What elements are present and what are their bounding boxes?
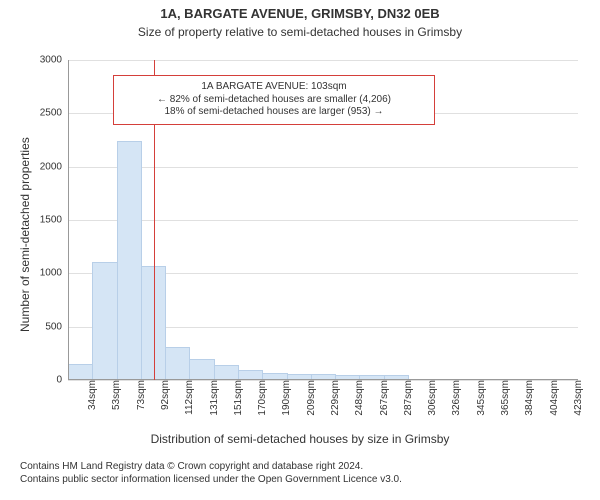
x-tick-label: 306sqm	[423, 380, 438, 416]
grid-line	[68, 220, 578, 221]
y-tick-label: 2000	[40, 161, 68, 172]
x-tick-label: 404sqm	[545, 380, 560, 416]
x-tick-label: 73sqm	[132, 380, 147, 410]
x-tick-label: 248sqm	[350, 380, 365, 416]
chart-subtitle: Size of property relative to semi-detach…	[0, 25, 600, 39]
x-tick-label: 267sqm	[375, 380, 390, 416]
footer-line: Contains HM Land Registry data © Crown c…	[20, 460, 402, 473]
y-tick-label: 3000	[40, 55, 68, 66]
y-axis-line	[68, 60, 69, 380]
grid-line	[68, 167, 578, 168]
x-tick-label: 229sqm	[326, 380, 341, 416]
y-tick-label: 1000	[40, 268, 68, 279]
callout-line: 1A BARGATE AVENUE: 103sqm	[119, 81, 429, 94]
y-tick-label: 500	[45, 321, 68, 332]
y-tick-label: 1500	[40, 215, 68, 226]
x-tick-label: 287sqm	[399, 380, 414, 416]
histogram-bar	[189, 359, 214, 380]
x-tick-label: 345sqm	[472, 380, 487, 416]
callout-box: 1A BARGATE AVENUE: 103sqm← 82% of semi-d…	[113, 75, 435, 125]
y-tick-label: 2500	[40, 108, 68, 119]
histogram-bar	[165, 347, 190, 380]
callout-line: 18% of semi-detached houses are larger (…	[119, 106, 429, 119]
chart-container: { "title": "1A, BARGATE AVENUE, GRIMSBY,…	[0, 0, 600, 500]
x-tick-label: 170sqm	[253, 380, 268, 416]
x-tick-label: 190sqm	[277, 380, 292, 416]
x-tick-label: 151sqm	[229, 380, 244, 416]
x-tick-label: 92sqm	[156, 380, 171, 410]
x-tick-label: 209sqm	[302, 380, 317, 416]
plot-area: 05001000150020002500300034sqm53sqm73sqm9…	[68, 60, 578, 380]
x-tick-label: 53sqm	[107, 380, 122, 410]
x-tick-label: 112sqm	[180, 380, 195, 415]
footer-text: Contains HM Land Registry data © Crown c…	[20, 460, 402, 486]
x-tick-label: 423sqm	[569, 380, 584, 416]
grid-line	[68, 60, 578, 61]
x-tick-label: 326sqm	[447, 380, 462, 416]
callout-line: ← 82% of semi-detached houses are smalle…	[119, 94, 429, 107]
x-tick-label: 34sqm	[83, 380, 98, 410]
histogram-bar	[68, 364, 93, 380]
chart-title: 1A, BARGATE AVENUE, GRIMSBY, DN32 0EB	[0, 6, 600, 21]
histogram-bar	[117, 141, 142, 380]
x-axis-label: Distribution of semi-detached houses by …	[0, 432, 600, 446]
x-tick-label: 365sqm	[496, 380, 511, 416]
footer-line: Contains public sector information licen…	[20, 473, 402, 486]
x-tick-label: 131sqm	[205, 380, 220, 416]
x-tick-label: 384sqm	[520, 380, 535, 416]
histogram-bar	[92, 262, 117, 380]
y-tick-label: 0	[56, 375, 68, 386]
histogram-bar	[214, 365, 239, 380]
y-axis-label: Number of semi-detached properties	[18, 137, 32, 332]
